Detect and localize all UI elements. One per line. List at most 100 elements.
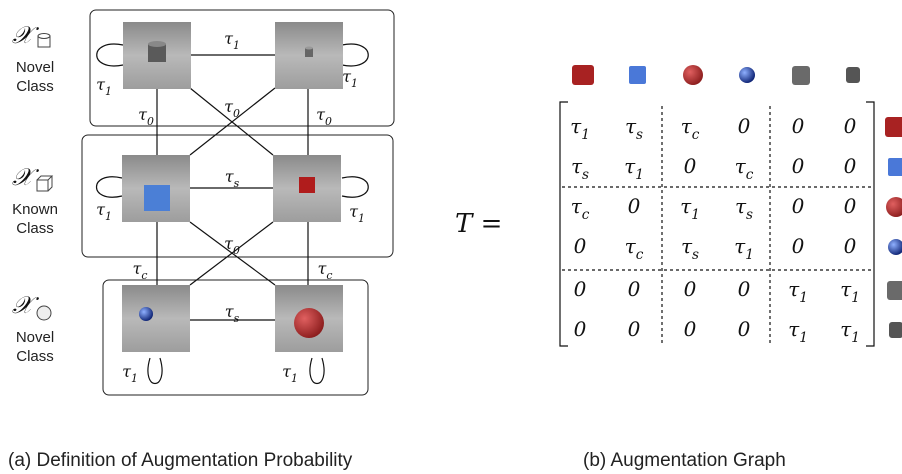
matrix-cell: 0 [628, 194, 641, 218]
class-label: Class [16, 220, 54, 237]
subscript: s [234, 177, 240, 190]
edge-label: τ0 [316, 105, 332, 128]
edge-label: τs [225, 167, 240, 190]
class-icon [38, 34, 50, 39]
matrix-cell: τ1 [788, 317, 808, 346]
edge-label: τ1 [224, 29, 240, 52]
subscript: s [234, 312, 240, 325]
object-icon [888, 239, 902, 255]
object-icon [739, 67, 755, 83]
matrix-cell: 0 [628, 317, 641, 341]
subscript: 1 [745, 247, 754, 263]
class-label: Known [12, 201, 58, 218]
class-icon [37, 176, 52, 191]
object-icon [889, 322, 902, 338]
scene-image [122, 285, 190, 352]
subscript: c [636, 247, 644, 263]
subscript: 1 [635, 167, 644, 183]
class-symbol: 𝒳 [12, 21, 40, 49]
matrix-cell: τ1 [680, 194, 700, 223]
subscript: s [746, 207, 753, 223]
matrix-cell: τ1 [788, 277, 808, 306]
edge-label: τ0 [224, 234, 240, 257]
matrix-cell: 0 [684, 277, 697, 301]
edge-label: τc [133, 259, 148, 282]
class-icon [37, 306, 51, 320]
matrix-cell: 0 [844, 114, 857, 138]
matrix-cell: 0 [574, 317, 587, 341]
matrix-cell: τ1 [734, 234, 754, 263]
self-loop [342, 177, 368, 197]
matrix-cell: τs [625, 114, 643, 143]
matrix-cell: 0 [792, 234, 805, 258]
matrix-cell: τc [735, 154, 754, 183]
class-label: Novel [16, 59, 54, 76]
object [139, 307, 153, 321]
object-icon [887, 281, 902, 300]
object-icon [846, 67, 860, 83]
matrix-cell: τ1 [624, 154, 644, 183]
subscript: 1 [799, 330, 808, 346]
object-icon [885, 117, 902, 137]
subscript: s [692, 247, 699, 263]
subscript: 0 [233, 107, 240, 120]
object [294, 308, 324, 338]
object [299, 177, 315, 193]
subscript: 1 [358, 212, 365, 225]
subscript: 0 [325, 115, 332, 128]
subscript: 1 [105, 85, 112, 98]
matrix-cell: 0 [574, 277, 587, 301]
subscript: 0 [233, 244, 240, 257]
subscript: 1 [851, 290, 860, 306]
class-label: Class [16, 78, 54, 95]
object-icon [683, 65, 703, 85]
matrix-cell: τ1 [840, 317, 860, 346]
matrix-cell: 0 [844, 234, 857, 258]
matrix-cell: τ1 [570, 114, 590, 143]
object [305, 47, 313, 50]
subscript: c [746, 167, 754, 183]
subscript: s [636, 127, 643, 143]
matrix-cell: 0 [738, 317, 751, 341]
edge-label: τ1 [349, 202, 365, 225]
caption-b: (b) Augmentation Graph [583, 450, 786, 471]
subscript: s [582, 167, 589, 183]
self-loop [310, 358, 324, 384]
self-loop [342, 44, 368, 66]
edge-label: τ1 [282, 362, 298, 385]
subscript: 1 [131, 372, 138, 385]
matrix-cell: 0 [738, 277, 751, 301]
subscript: 1 [233, 39, 240, 52]
matrix-cell: 0 [844, 154, 857, 178]
matrix-cell: τs [571, 154, 589, 183]
edge-label: τ1 [96, 75, 112, 98]
object-icon [572, 65, 594, 85]
subscript: 1 [851, 330, 860, 346]
object-icon [792, 66, 810, 85]
edge-label: τ0 [138, 105, 154, 128]
edge-label: τ1 [122, 362, 138, 385]
subscript: 1 [581, 127, 590, 143]
subscript: 1 [351, 77, 358, 90]
matrix-cell: 0 [574, 234, 587, 258]
matrix-cell: τc [625, 234, 644, 263]
class-label: Class [16, 348, 54, 365]
object-icon [888, 158, 902, 176]
class-label: Novel [16, 329, 54, 346]
matrix-cell: 0 [792, 114, 805, 138]
matrix-cell: τs [681, 234, 699, 263]
matrix-cell: 0 [844, 194, 857, 218]
object-icon [629, 66, 646, 84]
matrix-cell: 0 [792, 154, 805, 178]
matrix-cell: τc [571, 194, 590, 223]
matrix-cell: 0 [684, 317, 697, 341]
subscript: 1 [691, 207, 700, 223]
object [148, 41, 166, 47]
edge-label: τs [225, 302, 240, 325]
subscript: 1 [105, 210, 112, 223]
subscript: 1 [291, 372, 298, 385]
self-loop [148, 358, 162, 384]
self-loop [97, 44, 123, 66]
subscript: c [326, 269, 332, 282]
matrix-cell: 0 [792, 194, 805, 218]
